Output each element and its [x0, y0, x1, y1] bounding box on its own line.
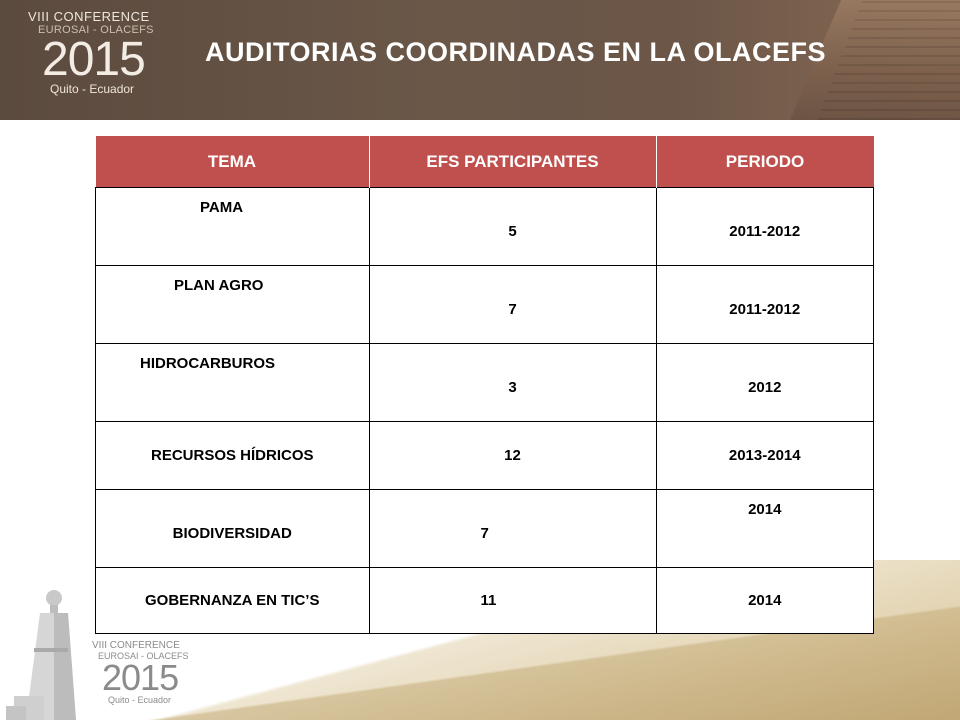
monument-icon: [6, 590, 76, 720]
cell-efs: 12: [368, 421, 657, 490]
cell-efs: 11: [368, 567, 657, 634]
header-tema: TEMA: [95, 136, 369, 188]
cell-periodo: 2012: [655, 343, 874, 422]
table-row: PAMA 5 2011-2012: [95, 187, 874, 266]
cell-efs: 5: [368, 187, 657, 266]
footer-logo-year: 2015: [102, 657, 179, 698]
footer-logo-line1: VIII CONFERENCE: [92, 640, 180, 651]
table-row: GOBERNANZA EN TIC’S 11 2014: [95, 567, 874, 634]
logo-year: 2015: [42, 33, 146, 86]
cell-tema: PAMA: [95, 187, 370, 266]
footer-logo-city: Quito - Ecuador: [108, 695, 172, 705]
conference-logo: VIII CONFERENCE EUROSAI - OLACEFS 2015 Q…: [28, 10, 158, 105]
cell-tema: BIODIVERSIDAD: [95, 489, 370, 568]
slide-title: AUDITORIAS COORDINADAS EN LA OLACEFS: [205, 37, 827, 67]
footer-logo-line2: EUROSAI - OLACEFS: [98, 651, 189, 661]
table-row: HIDROCARBUROS 3 2012: [95, 343, 874, 422]
audits-table: TEMA EFS PARTICIPANTES PERIODO PAMA 5 20…: [95, 136, 874, 634]
cell-efs: 3: [368, 343, 657, 422]
header-periodo: PERIODO: [655, 136, 874, 188]
table-row: PLAN AGRO 7 2011-2012: [95, 265, 874, 344]
cell-efs: 7: [368, 489, 657, 568]
logo-line1: VIII CONFERENCE: [28, 9, 150, 24]
cell-tema: PLAN AGRO: [95, 265, 370, 344]
cell-tema: GOBERNANZA EN TIC’S: [95, 567, 370, 634]
table-header-row: TEMA EFS PARTICIPANTES PERIODO: [95, 136, 874, 188]
cell-tema: HIDROCARBUROS: [95, 343, 370, 422]
table-row: BIODIVERSIDAD 7 2014: [95, 489, 874, 568]
logo-city: Quito - Ecuador: [50, 82, 135, 96]
logo-line2: EUROSAI - OLACEFS: [38, 24, 154, 36]
cell-tema: RECURSOS HÍDRICOS: [95, 421, 370, 490]
header-efs: EFS PARTICIPANTES: [368, 136, 656, 188]
cell-periodo: 2014: [655, 489, 874, 568]
cell-periodo: 2013-2014: [655, 421, 874, 490]
cell-periodo: 2014: [655, 567, 874, 634]
footer-logo: VIII CONFERENCE EUROSAI - OLACEFS 2015 Q…: [92, 640, 202, 710]
cell-periodo: 2011-2012: [655, 265, 874, 344]
cell-efs: 7: [368, 265, 657, 344]
cell-periodo: 2011-2012: [655, 187, 874, 266]
table-row: RECURSOS HÍDRICOS 12 2013-2014: [95, 421, 874, 490]
header-band: VIII CONFERENCE EUROSAI - OLACEFS 2015 Q…: [0, 0, 960, 120]
